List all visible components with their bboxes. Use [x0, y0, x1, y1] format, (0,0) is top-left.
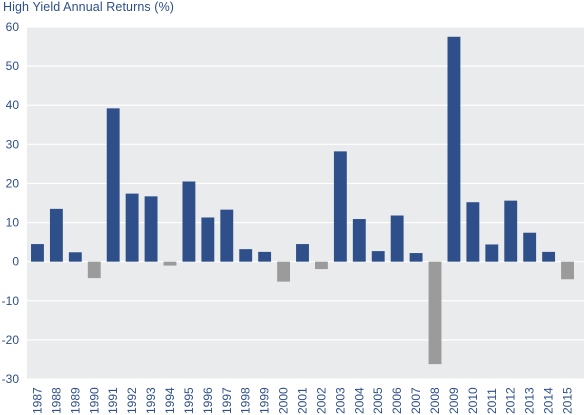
x-tick-label: 1992: [125, 387, 139, 414]
bar: [258, 251, 272, 262]
x-tick-label: 2002: [314, 387, 328, 414]
x-tick-label: 1987: [30, 387, 44, 414]
bar: [106, 108, 120, 262]
x-tick-label: 1998: [239, 387, 253, 414]
x-tick-label: 1991: [106, 387, 120, 414]
x-tick-label: 1999: [258, 387, 272, 414]
bar: [277, 261, 290, 282]
x-tick-label: 1989: [68, 387, 82, 414]
bar: [542, 251, 556, 262]
y-tick-label: 0: [12, 255, 19, 269]
x-tick-label: 2011: [485, 388, 499, 414]
bar: [466, 202, 480, 262]
y-tick-label: -30: [2, 372, 20, 386]
bar: [504, 200, 518, 262]
chart-title: High Yield Annual Returns (%): [3, 0, 175, 14]
x-tick-label: 1988: [49, 387, 63, 414]
bar: [333, 151, 347, 262]
bar: [409, 253, 423, 262]
y-tick-label: 60: [6, 20, 20, 34]
x-tick-label: 2004: [352, 387, 366, 414]
y-tick-label: 20: [6, 176, 20, 190]
x-tick-label: 2009: [447, 387, 461, 414]
y-tick-label: -10: [2, 294, 20, 308]
x-tick-label: 1994: [163, 387, 177, 414]
x-tick-label: 2012: [504, 387, 518, 414]
bar: [371, 251, 385, 262]
y-tick-label: 50: [6, 59, 20, 73]
x-tick-label: 1990: [87, 387, 101, 414]
bar: [296, 244, 309, 262]
bar: [163, 261, 177, 266]
y-tick-label: 40: [6, 98, 20, 112]
x-tick-label: 2003: [333, 387, 347, 414]
bar: [523, 232, 537, 262]
bar: [352, 219, 366, 262]
x-tick-label: 2014: [542, 387, 556, 414]
bar: [125, 193, 139, 262]
bar: [201, 217, 215, 262]
bar: [390, 215, 404, 262]
y-tick-label: -20: [2, 333, 20, 347]
bar: [428, 261, 442, 365]
x-tick-label: 1997: [220, 387, 234, 414]
bar: [239, 249, 253, 262]
bar: [49, 208, 63, 262]
bar: [561, 261, 574, 280]
x-tick-label: 2001: [296, 387, 310, 414]
y-tick-label: 10: [6, 216, 20, 230]
x-tick-label: 2006: [390, 387, 404, 414]
x-tick-label: 2005: [371, 387, 385, 414]
x-tick-label: 2008: [428, 387, 442, 414]
x-tick-label: 1995: [182, 387, 196, 414]
x-tick-label: 2010: [466, 387, 480, 414]
bar: [220, 209, 234, 262]
bar: [314, 261, 328, 270]
bar: [182, 181, 196, 262]
bar: [485, 244, 499, 262]
x-tick-label: 2000: [277, 387, 291, 414]
x-tick-label: 2007: [409, 387, 423, 414]
x-tick-label: 2013: [523, 387, 537, 414]
plot-background: [27, 27, 584, 379]
y-tick-label: 30: [6, 137, 20, 151]
x-tick-label: 2015: [561, 387, 575, 414]
bar: [31, 244, 44, 262]
bar: [447, 36, 461, 262]
bar: [144, 196, 158, 262]
x-tick-label: 1996: [201, 387, 215, 414]
bar: [68, 252, 82, 262]
x-tick-label: 1993: [144, 387, 158, 414]
bar: [87, 261, 101, 279]
